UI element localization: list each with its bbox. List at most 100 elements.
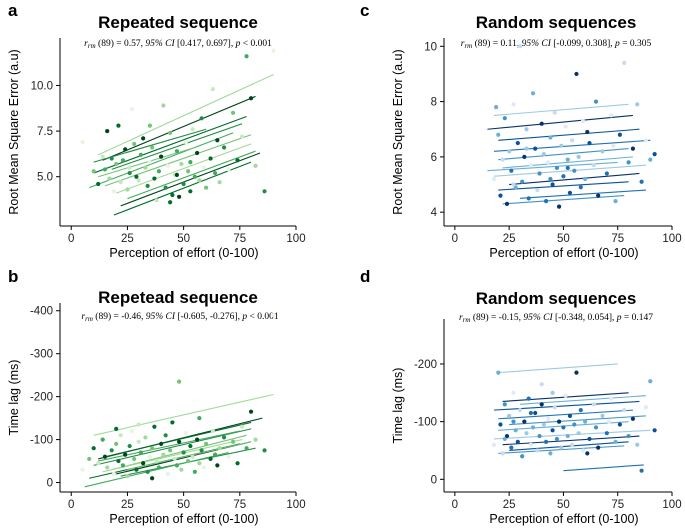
data-point xyxy=(154,458,159,464)
fit-line xyxy=(502,156,633,169)
data-point xyxy=(626,160,631,165)
data-point xyxy=(120,158,126,163)
data-point xyxy=(141,136,146,141)
data-point xyxy=(543,439,549,444)
data-point xyxy=(511,182,516,187)
x-tick-label: 25 xyxy=(121,233,134,245)
data-point xyxy=(643,405,649,410)
data-point xyxy=(203,441,209,446)
y-tick-label: 8 xyxy=(431,97,437,109)
y-tick-label: -200 xyxy=(30,392,53,404)
data-point xyxy=(502,436,507,442)
fit-line xyxy=(98,430,240,462)
data-point xyxy=(580,448,586,453)
fit-line xyxy=(493,400,640,411)
x-axis-label: Perception of effort (0-100) xyxy=(489,512,638,526)
panel-letter: a xyxy=(8,1,18,20)
data-point xyxy=(134,174,139,179)
x-tick-label: 25 xyxy=(503,499,516,511)
data-point xyxy=(192,469,197,474)
data-point xyxy=(502,116,507,121)
data-point xyxy=(80,467,85,472)
x-tick-label: 75 xyxy=(611,499,624,511)
data-point xyxy=(129,107,135,112)
data-point xyxy=(145,183,150,188)
stat-value: (89) = 0.11, xyxy=(472,38,521,49)
fit-line xyxy=(509,415,646,426)
data-point xyxy=(186,458,191,464)
fit-line xyxy=(498,181,629,191)
data-point xyxy=(622,60,627,65)
data-point xyxy=(539,121,544,126)
data-point xyxy=(165,163,170,168)
data-point xyxy=(559,445,564,450)
data-point xyxy=(630,416,636,421)
stat-rm-subscript: rm xyxy=(463,316,471,324)
data-point xyxy=(541,152,546,157)
fit-line xyxy=(127,441,252,471)
data-point xyxy=(177,439,182,444)
data-point xyxy=(109,448,114,453)
x-axis-label: Perception of effort (0-100) xyxy=(489,246,638,260)
data-point xyxy=(195,437,200,442)
data-point xyxy=(600,149,605,154)
data-point xyxy=(132,141,137,146)
data-point xyxy=(591,402,596,407)
fit-line xyxy=(519,189,646,199)
data-point xyxy=(107,176,112,181)
data-point xyxy=(161,452,166,457)
data-point xyxy=(550,428,555,433)
data-point xyxy=(550,390,555,395)
data-point xyxy=(554,436,560,442)
data-point xyxy=(138,450,144,455)
data-point xyxy=(552,405,557,410)
data-point xyxy=(567,190,573,195)
data-point xyxy=(596,445,601,450)
fit-line xyxy=(519,395,646,405)
y-tick-label: -200 xyxy=(414,359,437,371)
data-point xyxy=(504,201,510,206)
stat-p-value: < 0.001 xyxy=(240,39,272,49)
x-tick-label: 50 xyxy=(557,499,570,511)
data-point xyxy=(156,169,161,174)
fit-line xyxy=(111,123,243,170)
data-point xyxy=(496,370,501,375)
data-point xyxy=(235,461,240,466)
stat-ci-label: 95% CI xyxy=(523,313,553,323)
y-axis-label: Time lag (ms) xyxy=(391,368,405,444)
data-point xyxy=(587,140,592,146)
data-point xyxy=(556,419,562,424)
data-point xyxy=(635,102,640,107)
data-point xyxy=(91,446,96,451)
panel-c: c Random sequences rrm (89) = 0.11, 95% CI… xyxy=(360,1,682,260)
data-point xyxy=(125,187,130,192)
data-point xyxy=(87,456,92,462)
stat-value: (89) = 0.57, xyxy=(96,38,146,49)
fit-line xyxy=(493,103,629,116)
data-point xyxy=(622,408,627,413)
x-tick-label: 50 xyxy=(557,233,570,245)
data-point xyxy=(570,442,575,447)
data-point xyxy=(613,439,618,444)
data-point xyxy=(253,437,258,442)
x-axis-label: Perception of effort (0-100) xyxy=(109,512,258,526)
data-point xyxy=(230,110,236,115)
data-point xyxy=(111,471,117,477)
data-point xyxy=(127,170,132,176)
data-point xyxy=(604,171,609,176)
fit-line xyxy=(102,95,256,161)
panel-b: b Repetead sequence rrm (89) = -0.46, 95% … xyxy=(7,267,306,526)
data-point xyxy=(556,204,562,209)
fit-line xyxy=(498,409,633,420)
x-tick-label: 100 xyxy=(662,499,681,511)
data-point xyxy=(195,150,200,156)
data-point xyxy=(179,467,184,472)
data-point xyxy=(648,157,653,162)
x-tick-label: 75 xyxy=(233,233,246,245)
data-point xyxy=(565,165,570,171)
data-point xyxy=(143,435,148,440)
data-point xyxy=(212,452,218,457)
data-point xyxy=(170,192,175,198)
data-point xyxy=(500,451,505,456)
